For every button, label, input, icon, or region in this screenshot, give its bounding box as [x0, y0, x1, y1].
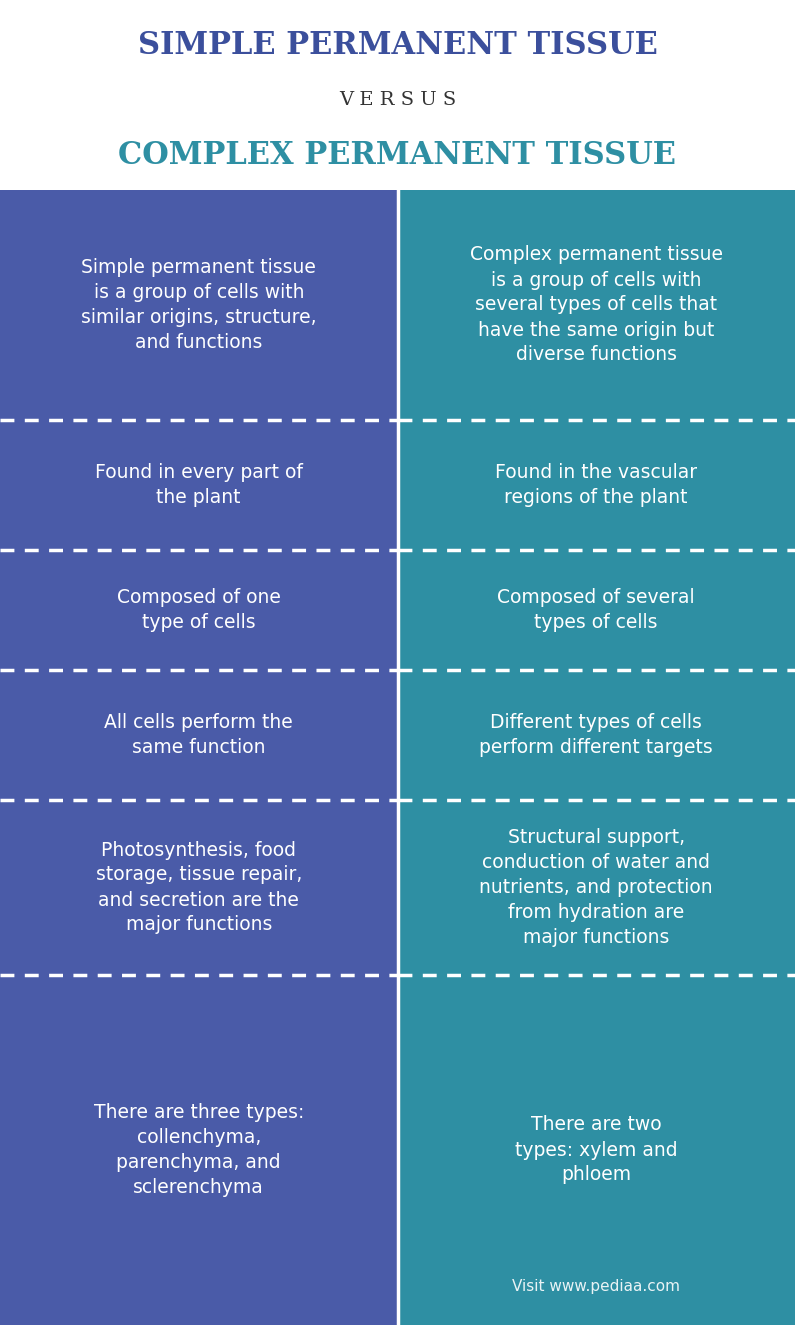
- Text: All cells perform the
same function: All cells perform the same function: [104, 713, 293, 757]
- Text: Different types of cells
perform different targets: Different types of cells perform differe…: [479, 713, 713, 757]
- Text: Found in every part of
the plant: Found in every part of the plant: [95, 462, 303, 507]
- Bar: [398, 550, 795, 670]
- Text: COMPLEX PERMANENT TISSUE: COMPLEX PERMANENT TISSUE: [118, 139, 677, 171]
- Bar: [398, 800, 795, 975]
- Text: Structural support,
conduction of water and
nutrients, and protection
from hydra: Structural support, conduction of water …: [479, 828, 713, 947]
- Bar: [398, 670, 795, 800]
- Text: Found in the vascular
regions of the plant: Found in the vascular regions of the pla…: [495, 462, 697, 507]
- Bar: [0, 420, 398, 550]
- Text: There are two
types: xylem and
phloem: There are two types: xylem and phloem: [515, 1116, 677, 1185]
- Bar: [0, 550, 398, 670]
- Text: SIMPLE PERMANENT TISSUE: SIMPLE PERMANENT TISSUE: [138, 29, 657, 61]
- Text: Complex permanent tissue
is a group of cells with
several types of cells that
ha: Complex permanent tissue is a group of c…: [470, 245, 723, 364]
- Bar: [0, 189, 398, 420]
- Text: Composed of several
types of cells: Composed of several types of cells: [498, 588, 695, 632]
- Bar: [0, 670, 398, 800]
- Bar: [398, 420, 795, 550]
- Bar: [0, 975, 398, 1325]
- Bar: [0, 800, 398, 975]
- Text: Simple permanent tissue
is a group of cells with
similar origins, structure,
and: Simple permanent tissue is a group of ce…: [81, 258, 316, 352]
- Text: There are three types:
collenchyma,
parenchyma, and
sclerenchyma: There are three types: collenchyma, pare…: [94, 1102, 304, 1196]
- Bar: [398, 975, 795, 1325]
- Text: V E R S U S: V E R S U S: [339, 91, 456, 109]
- Bar: [398, 189, 795, 420]
- Text: Visit www.pediaa.com: Visit www.pediaa.com: [512, 1280, 681, 1295]
- Text: Photosynthesis, food
storage, tissue repair,
and secretion are the
major functio: Photosynthesis, food storage, tissue rep…: [95, 840, 302, 934]
- Text: Composed of one
type of cells: Composed of one type of cells: [117, 588, 281, 632]
